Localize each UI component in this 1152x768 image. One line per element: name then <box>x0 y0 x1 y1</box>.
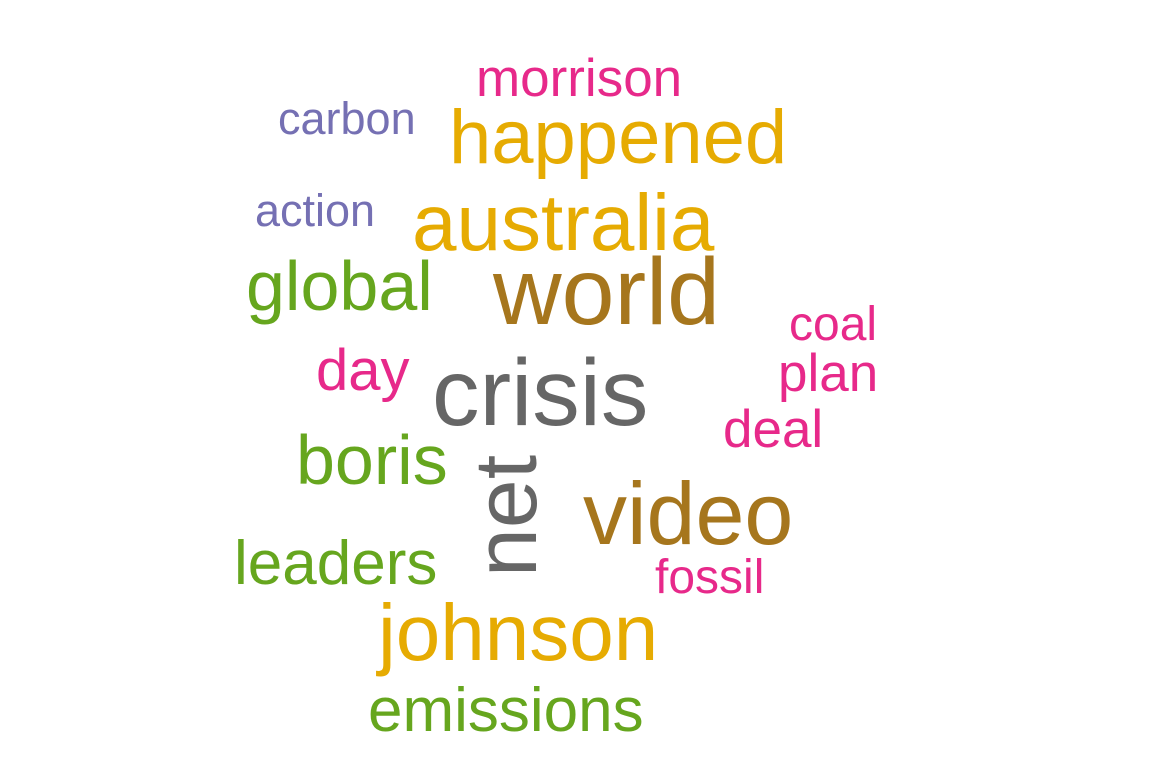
word-fossil: fossil <box>655 554 764 602</box>
word-emissions: emissions <box>368 680 644 742</box>
word-happened: happened <box>449 100 787 176</box>
word-carbon: carbon <box>278 96 416 141</box>
word-australia: australia <box>412 183 714 263</box>
word-net: net <box>462 455 550 577</box>
word-morrison: morrison <box>476 52 682 105</box>
word-johnson: johnson <box>378 593 658 673</box>
word-leaders: leaders <box>234 533 437 595</box>
word-coal: coal <box>789 301 877 349</box>
word-global: global <box>246 251 433 321</box>
word-plan: plan <box>778 347 878 400</box>
word-action: action <box>255 188 375 233</box>
word-day: day <box>316 342 410 400</box>
word-video: video <box>583 470 793 558</box>
word-crisis: crisis <box>432 346 648 441</box>
word-deal: deal <box>723 403 823 456</box>
word-boris: boris <box>296 425 448 495</box>
